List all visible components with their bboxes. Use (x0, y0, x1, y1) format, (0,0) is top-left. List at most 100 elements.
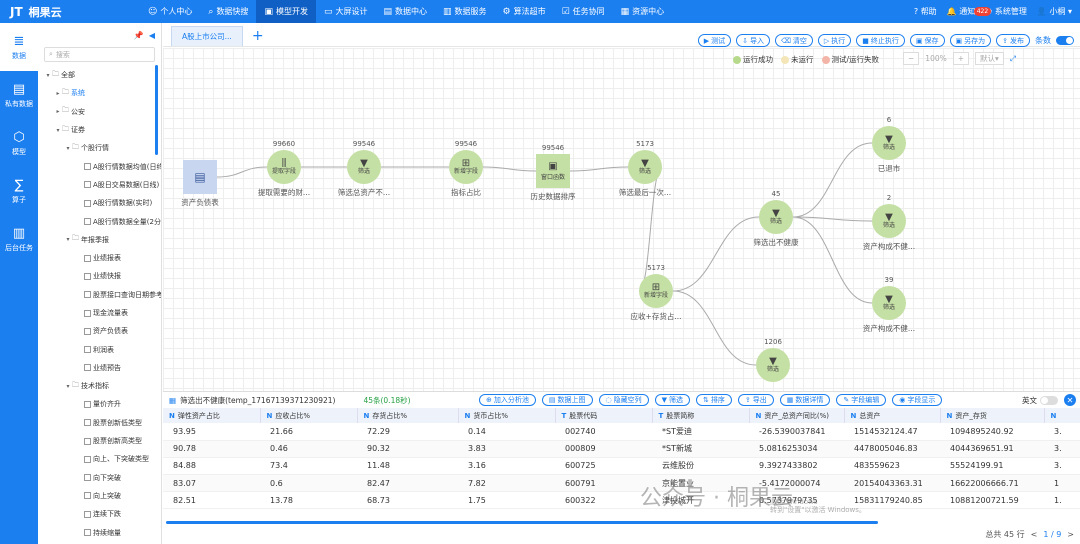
result-button-4[interactable]: ⇅ 排序 (696, 394, 732, 406)
result-button-0[interactable]: ⊕ 加入分析池 (479, 394, 536, 406)
tree-node[interactable]: ▾ 🗀 证券 (38, 121, 161, 139)
tree-node[interactable]: 量价齐升 (38, 395, 161, 413)
toolbar-button-7[interactable]: ⇪ 发布 (996, 34, 1030, 47)
flow-node-n5[interactable]: 99546 ▣ 窗口函数 历史数据排序 (518, 144, 588, 202)
tree-node[interactable]: 业绩快报 (38, 267, 161, 285)
expand-down-icon[interactable]: ▾ (66, 382, 70, 390)
column-header[interactable]: T 股票简称 (652, 408, 750, 423)
tree-node[interactable]: 业绩报表 (38, 249, 161, 267)
tree-node[interactable]: ▸ 🗀 系统 (38, 84, 161, 102)
table-scrollbar[interactable] (166, 521, 878, 524)
table-row[interactable]: 83.07 0.6 82.47 7.82 600791 京能置业 -5.4172000074… (163, 474, 1080, 493)
flow-node-n1[interactable]: ▤ 资产负债表 (165, 150, 235, 208)
tree-node[interactable]: ▾ 🗀 个股行情 (38, 139, 161, 157)
tree-node[interactable]: 股票接口查询日期参考 (38, 286, 161, 304)
column-header[interactable]: N 资产_总资产同比(%) (749, 408, 845, 423)
leftbar-item-0[interactable]: ≣ 数据 (0, 23, 38, 71)
tree-node[interactable]: 资产负债表 (38, 322, 161, 340)
column-header[interactable]: N 资产_存货 (940, 408, 1045, 423)
column-header[interactable]: N (1044, 408, 1080, 423)
flow-node-n4[interactable]: 99546 ⊞ 新增字段 指标占比 (431, 140, 501, 198)
flow-node-n9[interactable]: 6 ▼ 筛选 已退市 (854, 116, 924, 174)
table-row[interactable]: 90.78 0.46 90.32 3.83 000809 *ST新城 5.081625303… (163, 440, 1080, 458)
expand-right-icon[interactable]: ▸ (56, 89, 60, 97)
nav-item-1[interactable]: ⌕ 数据快搜 (200, 0, 256, 23)
column-header[interactable]: N 货币占比% (458, 408, 556, 423)
toolbar-button-2[interactable]: ⌫ 清空 (774, 34, 813, 47)
tree-node[interactable]: 向下突破 (38, 469, 161, 487)
leftbar-item-2[interactable]: ⬡ 模型 (0, 119, 38, 167)
table-row[interactable]: 93.95 21.66 72.29 0.14 002740 *ST爱迪 -26.539003… (163, 423, 1080, 441)
tree-node[interactable]: ▸ 🗀 公安 (38, 103, 161, 121)
expand-down-icon[interactable]: ▾ (66, 144, 70, 152)
expand-down-icon[interactable]: ▾ (46, 71, 50, 79)
english-toggle[interactable] (1040, 396, 1058, 405)
toolbar-button-1[interactable]: ⇩ 导入 (736, 34, 770, 47)
user-menu[interactable]: 👤 小桐 ▾ (1036, 7, 1072, 16)
flow-canvas[interactable]: 运行成功 未运行 测试/运行失败 − 100% + 默认 ▾ ⤢ ▤ 资产负债表 996… (163, 48, 1080, 413)
flow-node-n2[interactable]: 99660 ⫼ 提取字段 提取需要的财... (249, 140, 319, 198)
tree-node[interactable]: A股行情数据(实时) (38, 194, 161, 212)
toolbar-button-0[interactable]: ▶ 测试 (697, 34, 732, 47)
result-button-2[interactable]: ◌ 隐藏空列 (598, 394, 649, 406)
collapse-panel-icon[interactable]: ◀ (148, 30, 155, 40)
flow-node-n12[interactable]: 1206 ▼ 筛选 (738, 338, 808, 385)
tab-model[interactable]: A股上市公司... (171, 26, 243, 46)
flow-node-n6[interactable]: 5173 ▼ 筛选 筛选最后一次... (610, 140, 680, 198)
tree-node[interactable]: 股票创新低类型 (38, 414, 161, 432)
flow-node-n10[interactable]: 2 ▼ 筛选 资产构成不健... (854, 194, 924, 252)
tree-node[interactable]: A股行情数据全量(2分 (38, 212, 161, 230)
tree-node[interactable]: 现金流量表 (38, 304, 161, 322)
layout-select[interactable]: 默认 ▾ (975, 52, 1004, 65)
tree-node[interactable]: 连续下跌 (38, 505, 161, 523)
leftbar-item-1[interactable]: ▤ 私有数据 (0, 71, 38, 119)
zoom-in-button[interactable]: + (952, 52, 970, 65)
expand-down-icon[interactable]: ▾ (56, 126, 60, 134)
flow-node-n11[interactable]: 39 ▼ 筛选 资产构成不健... (854, 276, 924, 334)
tree-node[interactable]: A股日交易数据(日线) (38, 176, 161, 194)
leftbar-item-4[interactable]: ▥ 后台任务 (0, 215, 38, 263)
notice-button[interactable]: 🔔 通知 422 (947, 6, 992, 17)
tree-node[interactable]: ▾ 🗀 技术指标 (38, 377, 161, 395)
result-button-5[interactable]: ⇪ 导出 (737, 394, 774, 406)
expand-down-icon[interactable]: ▾ (66, 236, 70, 244)
result-button-6[interactable]: ▦ 数据详情 (779, 394, 831, 406)
nav-item-6[interactable]: ⚙ 算法超市 (495, 0, 554, 23)
nav-item-3[interactable]: ▭ 大屏设计 (316, 0, 376, 23)
tree-node[interactable]: 股票创新高类型 (38, 432, 161, 450)
tree-search-input[interactable]: ⌕ 搜索 (44, 47, 155, 62)
nav-item-5[interactable]: ▥ 数据服务 (435, 0, 495, 23)
fullscreen-icon[interactable]: ⤢ (1009, 53, 1016, 63)
nav-item-0[interactable]: ☺ 个人中心 (140, 0, 200, 23)
table-row[interactable]: 84.88 73.4 11.48 3.16 600725 云维股份 9.3927433802… (163, 457, 1080, 476)
tree-scrollbar[interactable] (155, 65, 158, 155)
toolbar-button-3[interactable]: ▷ 执行 (817, 34, 852, 47)
tree-node[interactable]: 业绩预告 (38, 359, 161, 377)
result-button-7[interactable]: ✎ 字段编辑 (836, 394, 887, 406)
pin-icon[interactable]: 📌 (133, 30, 144, 40)
column-header[interactable]: N 弹性资产占比 (163, 408, 261, 423)
help-button[interactable]: ? 帮助 (913, 7, 937, 16)
next-page-button[interactable]: > (1067, 530, 1074, 539)
result-button-3[interactable]: ▼ 筛选 (654, 394, 690, 406)
tree-node[interactable]: ▾ 🗀 全部 (38, 66, 161, 84)
result-button-1[interactable]: ▤ 数据上图 (541, 394, 593, 406)
tree-node[interactable]: 持续缩量 (38, 523, 161, 541)
flow-node-n7[interactable]: 5173 ⊞ 新增字段 应收+存货占... (621, 264, 691, 322)
system-button[interactable]: ⚙ 系统管理 (985, 7, 1027, 16)
tree-node[interactable]: 向上突破 (38, 487, 161, 505)
app-logo[interactable]: JT 桐果云 (0, 4, 140, 20)
toolbar-button-5[interactable]: ▣ 保存 (909, 34, 945, 47)
nav-item-2[interactable]: ▣ 模型开发 (256, 0, 316, 23)
zoom-out-button[interactable]: − (903, 52, 920, 65)
result-button-8[interactable]: ◉ 字段显示 (892, 394, 943, 406)
flow-node-n8[interactable]: 45 ▼ 筛选 筛选出不健康 (741, 190, 811, 248)
nav-item-8[interactable]: ▦ 资源中心 (613, 0, 673, 23)
tree-node[interactable]: ▾ 🗀 年报季报 (38, 231, 161, 249)
column-header[interactable]: T 股票代码 (555, 408, 653, 423)
close-panel-button[interactable]: ✕ (1064, 394, 1076, 406)
table-row[interactable]: 82.51 13.78 68.73 1.75 600322 津投城开 0.573797973… (163, 491, 1080, 510)
toolbar-button-6[interactable]: ▣ 另存为 (949, 34, 992, 47)
column-header[interactable]: N 存货占比% (357, 408, 459, 423)
prev-page-button[interactable]: < (1030, 530, 1038, 539)
